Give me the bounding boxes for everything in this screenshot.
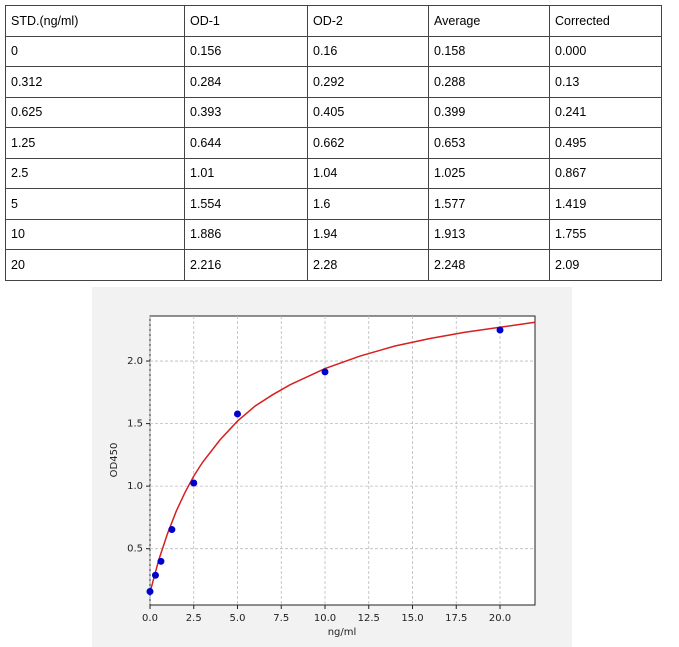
cell: STD.(ng/ml) <box>5 5 185 37</box>
cell: 2.09 <box>549 249 662 281</box>
cell: 0.644 <box>184 127 308 159</box>
x-tick-label: 12.5 <box>358 613 380 624</box>
y-tick-label: 0.5 <box>127 544 143 555</box>
y-tick-label: 1.0 <box>127 481 143 492</box>
cell: 1.01 <box>184 157 308 189</box>
table-row: 20 2.216 2.28 2.248 2.09 <box>5 249 662 281</box>
y-axis-label: OD450 <box>109 443 120 478</box>
table-row: 10 1.886 1.94 1.913 1.755 <box>5 218 662 250</box>
cell: 0.284 <box>184 66 308 98</box>
cell: 20 <box>5 249 185 281</box>
x-tick-label: 17.5 <box>445 613 467 624</box>
data-point <box>146 587 154 595</box>
cell: 0.312 <box>5 66 185 98</box>
x-tick-label: 2.5 <box>186 613 202 624</box>
cell: 0.16 <box>307 35 429 67</box>
plot-area <box>149 315 536 606</box>
cell: Average <box>428 5 550 37</box>
data-point <box>151 571 159 579</box>
table-row: 0.312 0.284 0.292 0.288 0.13 <box>5 66 662 98</box>
cell: 0.241 <box>549 96 662 128</box>
cell: 0.625 <box>5 96 185 128</box>
data-point <box>157 557 165 565</box>
cell: 2.248 <box>428 249 550 281</box>
cell: 0.156 <box>184 35 308 67</box>
cell: 2.28 <box>307 249 429 281</box>
cell: 0.393 <box>184 96 308 128</box>
cell: 0.867 <box>549 157 662 189</box>
table-row: 5 1.554 1.6 1.577 1.419 <box>5 188 662 220</box>
cell: Corrected <box>549 5 662 37</box>
x-axis-label: ng/ml <box>328 627 357 638</box>
table-row: 0.625 0.393 0.405 0.399 0.241 <box>5 96 662 128</box>
x-tick-label: 5.0 <box>230 613 246 624</box>
y-tick-label: 1.5 <box>127 419 143 430</box>
header-row: STD.(ng/ml) OD-1 OD-2 Average Corrected <box>5 5 662 37</box>
data-point <box>496 326 504 334</box>
standards-table: STD.(ng/ml) OD-1 OD-2 Average Corrected 0 0.15… <box>5 5 662 281</box>
cell: OD-1 <box>184 5 308 37</box>
cell: 1.025 <box>428 157 550 189</box>
data-point <box>168 526 176 534</box>
data-point <box>321 368 329 376</box>
x-tick-label: 15.0 <box>401 613 423 624</box>
cell: 0.158 <box>428 35 550 67</box>
cell: 1.755 <box>549 218 662 250</box>
x-tick-label: 7.5 <box>273 613 289 624</box>
cell: 0.13 <box>549 66 662 98</box>
cell: 0.292 <box>307 66 429 98</box>
cell: 0.288 <box>428 66 550 98</box>
y-tick-label: 2.0 <box>127 356 143 367</box>
cell: 0.399 <box>428 96 550 128</box>
cell: 0.653 <box>428 127 550 159</box>
cell: 0.405 <box>307 96 429 128</box>
x-tick-label: 0.0 <box>142 613 158 624</box>
data-point <box>234 410 241 418</box>
cell: 5 <box>5 188 185 220</box>
x-tick-label: 10.0 <box>314 613 336 624</box>
fit-curve <box>149 321 536 593</box>
cell: 1.94 <box>307 218 429 250</box>
data-point <box>190 479 198 487</box>
cell: 0.000 <box>549 35 662 67</box>
table-row: 0 0.156 0.16 0.158 0.000 <box>5 35 662 67</box>
x-tick-label: 20.0 <box>489 613 511 624</box>
cell: 2.216 <box>184 249 308 281</box>
